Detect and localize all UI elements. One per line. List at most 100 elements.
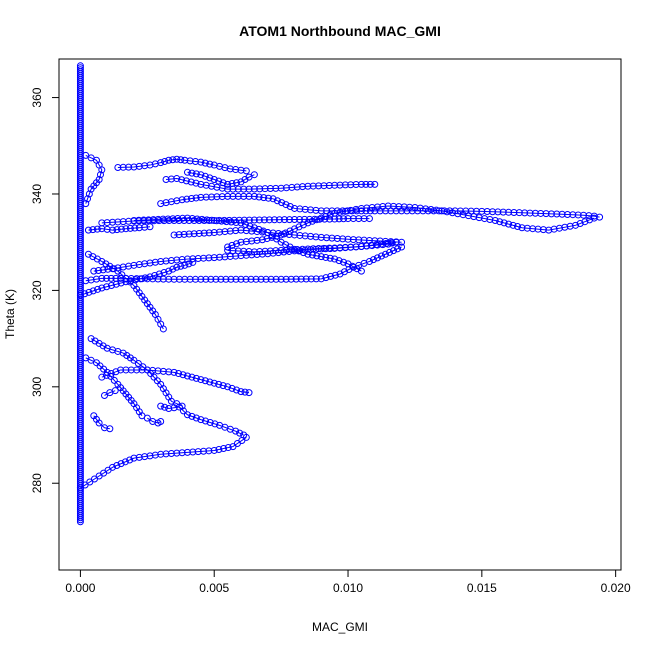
data-point — [264, 194, 272, 202]
y-tick-label: 300 — [30, 376, 44, 396]
data-point — [112, 368, 120, 376]
data-point — [371, 180, 379, 188]
data-point — [94, 285, 102, 293]
data-point — [165, 275, 173, 283]
data-point — [317, 253, 325, 261]
data-series — [84, 250, 167, 333]
data-point — [177, 156, 185, 164]
data-point — [515, 209, 523, 217]
data-point — [514, 223, 522, 231]
data-point — [277, 231, 285, 239]
data-point — [211, 420, 219, 428]
data-point — [357, 180, 365, 188]
data-point — [550, 225, 558, 233]
data-point — [233, 386, 241, 394]
data-point — [206, 378, 214, 386]
data-point — [178, 256, 186, 264]
y-axis: 280 300 320 340 360 — [30, 87, 60, 493]
data-point — [216, 253, 224, 261]
data-point — [205, 447, 213, 455]
y-tick-label: 320 — [30, 280, 44, 300]
data-point — [326, 211, 334, 219]
data-point — [537, 209, 545, 217]
data-point — [336, 208, 344, 216]
data-point — [215, 177, 223, 185]
data-point — [135, 453, 143, 461]
data-point — [307, 232, 315, 240]
data-point — [247, 275, 255, 283]
data-point — [188, 373, 196, 381]
data-point — [216, 228, 224, 236]
data-point — [208, 193, 216, 201]
data-point — [99, 266, 107, 274]
data-point — [183, 372, 191, 380]
data-point — [179, 407, 187, 415]
data-point — [117, 460, 125, 468]
data-point — [175, 231, 183, 239]
data-point — [240, 192, 248, 200]
data-point — [301, 232, 309, 240]
data-series — [157, 402, 248, 439]
data-point — [178, 196, 186, 204]
data-point — [119, 263, 127, 271]
data-point — [205, 216, 213, 224]
data-point — [563, 210, 571, 218]
data-point — [182, 177, 190, 185]
data-point — [237, 238, 245, 246]
data-point — [96, 171, 104, 179]
data-point — [250, 185, 258, 193]
data-point — [87, 185, 95, 193]
data-point — [483, 208, 491, 216]
series-line — [80, 437, 247, 489]
data-point — [237, 388, 245, 396]
data-point — [341, 181, 349, 189]
data-point — [200, 229, 208, 237]
data-point — [340, 258, 348, 266]
y-tick-label: 340 — [30, 184, 44, 204]
data-point — [260, 216, 268, 224]
data-point — [215, 216, 223, 224]
data-point — [226, 165, 234, 173]
data-point — [411, 203, 419, 211]
data-point — [240, 247, 248, 255]
data-point — [205, 229, 213, 237]
data-point — [250, 192, 258, 200]
data-point — [186, 275, 194, 283]
data-point — [228, 384, 236, 392]
data-point — [227, 275, 235, 283]
data-series — [84, 223, 154, 234]
data-point — [98, 274, 106, 282]
data-point — [228, 180, 236, 188]
data-point — [344, 215, 352, 223]
data-point — [170, 216, 178, 224]
data-point — [304, 250, 312, 258]
series-line — [101, 369, 250, 394]
data-point — [161, 157, 169, 165]
data-point — [141, 453, 149, 461]
data-point — [185, 216, 193, 224]
data-point — [326, 254, 334, 262]
data-point — [224, 246, 232, 254]
data-point — [312, 275, 320, 283]
data-point — [406, 203, 414, 211]
data-point — [130, 261, 138, 269]
x-tick-label: 0.000 — [65, 581, 95, 595]
data-point — [192, 179, 200, 187]
data-point — [586, 216, 594, 224]
data-point — [235, 216, 243, 224]
data-point — [109, 226, 117, 234]
data-point — [167, 175, 175, 183]
data-point — [553, 210, 561, 218]
data-point — [208, 182, 216, 190]
data-point — [218, 193, 226, 201]
data-point — [224, 444, 232, 452]
data-point — [304, 182, 312, 190]
data-point — [90, 267, 98, 275]
data-point — [381, 250, 389, 258]
data-point — [135, 217, 143, 225]
data-point — [272, 232, 280, 240]
data-point — [175, 275, 183, 283]
data-point — [117, 225, 125, 233]
series-line — [160, 195, 600, 218]
data-point — [191, 275, 199, 283]
